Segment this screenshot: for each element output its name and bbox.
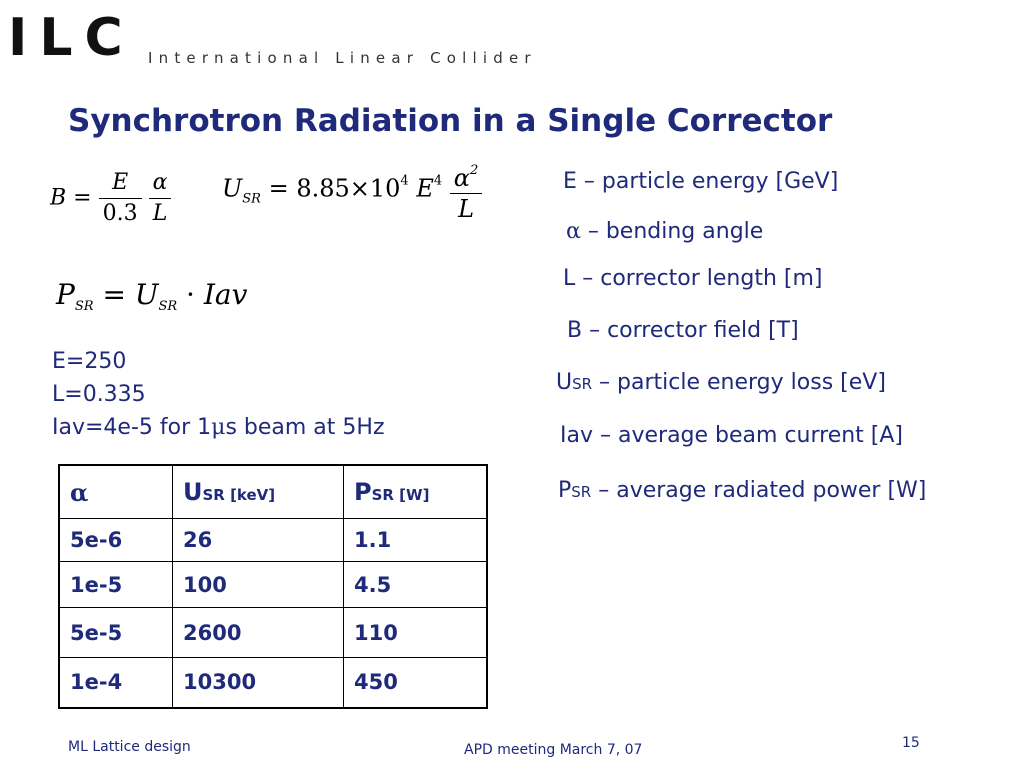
formula-subscript: SR xyxy=(158,299,178,314)
logo-subtitle: International Linear Collider xyxy=(148,49,537,67)
column-header: USR [keV] xyxy=(172,464,344,519)
legend-item-length: L – corrector length [m] xyxy=(563,264,823,294)
legend-description: – bending angle xyxy=(580,219,764,244)
table-row: 1e-4 10300 450 xyxy=(58,657,488,708)
formula-energy-loss: USR = 8.85×104 E4 α2 L xyxy=(222,156,483,224)
formula-denominator: L xyxy=(458,195,475,223)
header-symbol: P xyxy=(354,478,372,506)
legend-symbol: B xyxy=(567,318,583,343)
table-cell: 4.5 xyxy=(343,561,488,608)
formula-symbol: α xyxy=(453,164,471,192)
table-cell: 110 xyxy=(343,607,488,658)
legend-item-energy: E – particle energy [GeV] xyxy=(563,167,838,197)
table-cell: 1e-5 xyxy=(58,561,173,608)
legend-symbol: P xyxy=(558,478,572,503)
table-cell: 1.1 xyxy=(343,518,488,562)
formula-fraction: E 0.3 xyxy=(98,168,142,229)
legend-item-field: B – corrector field [T] xyxy=(567,316,799,346)
formula-coefficient: 8.85×10 xyxy=(296,174,401,203)
results-table: α USR [keV] PSR [W] 5e-6 26 1.1 1e-5 100… xyxy=(58,464,488,709)
table-cell: 2600 xyxy=(172,607,344,658)
formula-subscript: SR xyxy=(74,299,94,314)
legend-subscript: SR xyxy=(572,375,593,393)
legend-description: – particle energy loss [eV] xyxy=(592,370,886,395)
ilc-logo: ILC xyxy=(8,8,135,68)
legend-description: – average beam current [A] xyxy=(593,423,904,448)
legend-symbol: U xyxy=(556,370,573,395)
formula-fraction: α L xyxy=(148,168,172,229)
header-unit: [W] xyxy=(393,486,430,504)
table-cell: 5e-5 xyxy=(58,607,173,658)
formula-symbol: U xyxy=(134,278,159,311)
table-cell: 100 xyxy=(172,561,344,608)
formula-symbol: B xyxy=(50,185,67,211)
formula-equals: = xyxy=(73,185,92,211)
formula-numerator: α2 xyxy=(449,156,483,194)
header-symbol: α xyxy=(70,477,89,507)
header-subscript: SR xyxy=(371,486,394,504)
legend-description: – corrector length [m] xyxy=(575,266,823,291)
formula-equals: = xyxy=(268,174,289,203)
legend-subscript: SR xyxy=(571,483,592,501)
header-unit: [keV] xyxy=(224,486,276,504)
formula-symbol: P xyxy=(56,278,75,311)
legend-item-angle: α – bending angle xyxy=(566,217,763,247)
legend-symbol: L xyxy=(563,266,576,291)
table-row: 5e-6 26 1.1 xyxy=(58,518,488,562)
param-length: L=0.335 xyxy=(52,382,146,407)
legend-symbol: E xyxy=(563,169,577,194)
legend-item-power: PSR – average radiated power [W] xyxy=(558,476,926,507)
param-energy: E=250 xyxy=(52,349,127,374)
formula-symbol: Iav xyxy=(203,278,248,311)
parameter-list: E=250 L=0.335 Iav=4e-5 for 1μs beam at 5… xyxy=(52,345,385,444)
legend-symbol: α xyxy=(566,219,581,244)
footer-left: ML Lattice design xyxy=(68,739,191,755)
formula-fraction: α2 L xyxy=(449,156,483,224)
column-header: α xyxy=(58,464,173,519)
page-number: 15 xyxy=(902,735,920,751)
header-symbol: U xyxy=(183,478,203,506)
column-header: PSR [W] xyxy=(343,464,488,519)
legend-symbol: Iav xyxy=(560,423,593,448)
formula-exponent: 4 xyxy=(400,173,409,189)
legend-item-energy-loss: USR – particle energy loss [eV] xyxy=(556,368,886,399)
formula-equals: = xyxy=(102,278,126,311)
table-cell: 10300 xyxy=(172,657,344,708)
header-subscript: SR xyxy=(202,486,225,504)
param-current: Iav=4e-5 for 1μs beam at 5Hz xyxy=(52,411,385,444)
formula-symbol: E xyxy=(416,174,434,203)
param-current-text: Iav=4e-5 for 1 xyxy=(52,415,212,440)
formula-numerator: E xyxy=(98,168,142,199)
table-row: 5e-5 2600 110 xyxy=(58,607,488,658)
formula-exponent: 4 xyxy=(433,173,443,189)
formula-field: B = E 0.3 α L xyxy=(50,168,172,229)
table-cell: 5e-6 xyxy=(58,518,173,562)
mu-symbol: μ xyxy=(211,415,226,440)
slide-title: Synchrotron Radiation in a Single Correc… xyxy=(68,103,833,139)
footer-center: APD meeting March 7, 07 xyxy=(464,742,643,758)
formula-denominator: L xyxy=(152,201,168,226)
formula-numerator: α xyxy=(148,168,172,199)
param-current-text: s beam at 5Hz xyxy=(225,415,385,440)
formula-power: PSR = USR · Iav xyxy=(56,278,247,314)
formula-dot: · xyxy=(186,278,195,311)
legend-item-current: Iav – average beam current [A] xyxy=(560,421,903,451)
table-cell: 26 xyxy=(172,518,344,562)
formula-subscript: SR xyxy=(242,191,261,207)
formula-exponent: 2 xyxy=(470,163,479,178)
table-cell: 450 xyxy=(343,657,488,708)
legend-description: – particle energy [GeV] xyxy=(576,169,839,194)
table-header-row: α USR [keV] PSR [W] xyxy=(58,464,488,519)
legend-description: – average radiated power [W] xyxy=(591,478,927,503)
table-row: 1e-5 100 4.5 xyxy=(58,561,488,608)
formula-denominator: 0.3 xyxy=(102,201,138,226)
legend-description: – corrector field [T] xyxy=(582,318,799,343)
formula-symbol: U xyxy=(222,174,243,203)
table-cell: 1e-4 xyxy=(58,657,173,708)
